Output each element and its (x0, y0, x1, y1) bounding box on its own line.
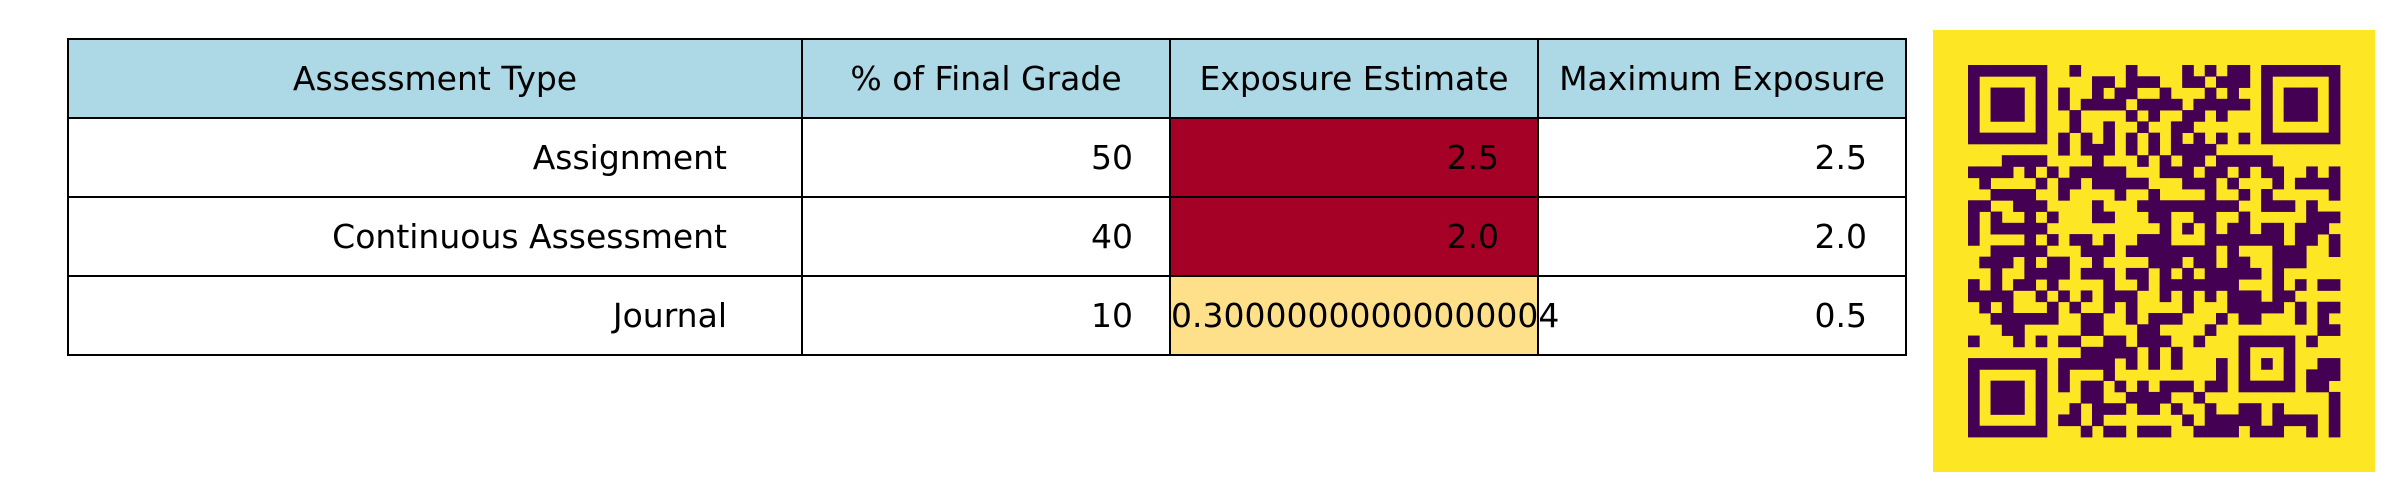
percent-cell: 10 (801, 275, 1171, 356)
exposure-estimate-cell: 2.0 (1169, 196, 1539, 277)
maximum-exposure-cell: 2.5 (1537, 117, 1907, 198)
exposure-estimate-cell: 0.30000000000000004 (1169, 275, 1559, 356)
exposure-estimate-cell: 2.5 (1169, 117, 1539, 198)
assessment-table: Assessment Type % of Final Grade Exposur… (67, 38, 1907, 356)
header-exposure-estimate: Exposure Estimate (1169, 38, 1539, 119)
percent-cell: 50 (801, 117, 1171, 198)
table-row: Assignment 50 2.5 2.5 (67, 117, 1907, 198)
percent-cell: 40 (801, 196, 1171, 277)
qr-code-icon (1933, 30, 2375, 472)
header-row: Assessment Type % of Final Grade Exposur… (67, 38, 1907, 119)
assessment-type-cell: Journal (67, 275, 803, 356)
header-assessment-type: Assessment Type (67, 38, 803, 119)
maximum-exposure-cell: 0.5 (1537, 275, 1907, 356)
table-row: Journal 10 0.30000000000000004 0.5 (67, 275, 1907, 356)
header-maximum-exposure: Maximum Exposure (1537, 38, 1907, 119)
maximum-exposure-cell: 2.0 (1537, 196, 1907, 277)
assessment-type-cell: Continuous Assessment (67, 196, 803, 277)
assessment-type-cell: Assignment (67, 117, 803, 198)
header-percent-final-grade: % of Final Grade (801, 38, 1171, 119)
table-row: Continuous Assessment 40 2.0 2.0 (67, 196, 1907, 277)
